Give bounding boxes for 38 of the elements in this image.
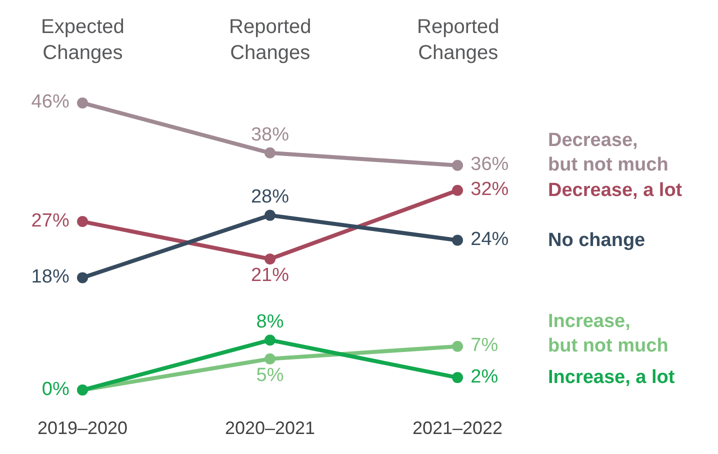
point bbox=[452, 340, 463, 352]
data-label: 27% bbox=[26, 210, 75, 232]
point bbox=[264, 253, 276, 264]
point bbox=[264, 353, 276, 364]
point bbox=[452, 372, 463, 384]
point bbox=[77, 216, 88, 228]
text: Reported Changes bbox=[229, 16, 312, 64]
x-tick-label: 2019–2020 bbox=[37, 418, 128, 438]
data-label: 18% bbox=[26, 266, 75, 288]
data-label: 5% bbox=[250, 364, 290, 386]
data-label: 28% bbox=[246, 186, 294, 208]
text: No change bbox=[548, 230, 646, 251]
data-label: 32% bbox=[465, 179, 514, 200]
text: Decrease, but not much bbox=[548, 130, 668, 176]
point bbox=[452, 160, 463, 171]
point bbox=[264, 210, 276, 221]
data-label: 36% bbox=[465, 154, 514, 176]
x-tick-label: 2020–2021 bbox=[224, 418, 316, 438]
text: Expected Changes bbox=[41, 16, 124, 64]
point bbox=[452, 234, 463, 246]
text: Increase, a lot bbox=[548, 367, 676, 388]
text: Reported Changes bbox=[417, 16, 500, 64]
point bbox=[77, 272, 88, 284]
point bbox=[452, 184, 463, 196]
data-label: 0% bbox=[36, 378, 75, 400]
data-label: 24% bbox=[465, 229, 514, 250]
point bbox=[77, 97, 88, 108]
x-tick-label: 2021–2022 bbox=[412, 418, 503, 438]
data-label: 46% bbox=[26, 92, 75, 113]
data-label: 2% bbox=[465, 366, 504, 388]
data-label: 8% bbox=[250, 311, 290, 332]
text: Increase, but not much bbox=[548, 311, 668, 357]
text: Decrease, a lot bbox=[548, 180, 683, 201]
data-label: 38% bbox=[246, 124, 294, 146]
data-label: 7% bbox=[465, 335, 504, 356]
data-label: 21% bbox=[246, 265, 294, 286]
point bbox=[264, 147, 276, 158]
point bbox=[264, 334, 276, 346]
